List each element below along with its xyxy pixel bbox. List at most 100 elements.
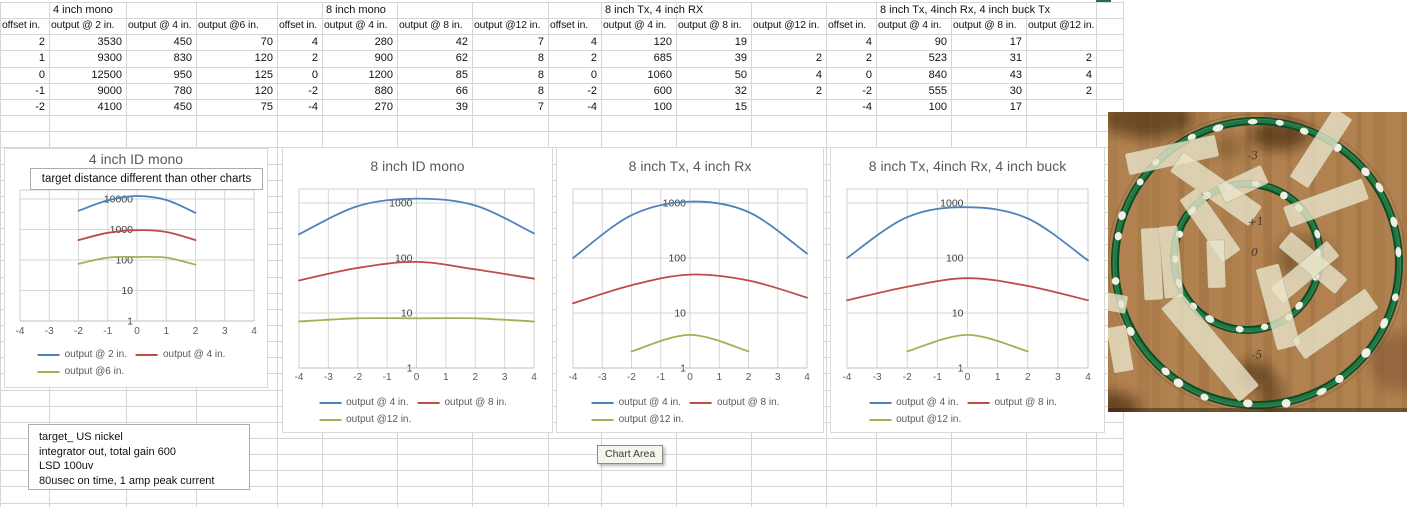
table-cell[interactable]: -4	[587, 101, 597, 113]
table-cell[interactable]: 31	[1009, 52, 1022, 64]
chart-8tx-4rx-4buck[interactable]: 8 inch Tx, 4inch Rx, 4 inch buck -4 -3 -2 -…	[830, 147, 1105, 433]
table-header-cell[interactable]: output @12 in.	[474, 20, 541, 31]
table-cell[interactable]: 4	[865, 36, 872, 48]
table-header-cell[interactable]: offset in.	[828, 20, 867, 31]
table-cell[interactable]: 1200	[368, 69, 393, 81]
table-header-cell[interactable]: offset in.	[279, 20, 318, 31]
table-cell[interactable]: 450	[173, 101, 192, 113]
table-cell[interactable]: 900	[374, 52, 393, 64]
table-cell[interactable]: 125	[254, 69, 273, 81]
table-cell[interactable]: 85	[455, 69, 468, 81]
table-cell[interactable]: -4	[308, 101, 318, 113]
table-cell[interactable]: 19	[734, 36, 747, 48]
table-cell[interactable]: 555	[928, 85, 947, 97]
table-cell[interactable]: 2	[815, 85, 822, 97]
table-header-cell[interactable]: output @ 4 in.	[128, 20, 192, 31]
table-title[interactable]: 8 inch mono	[326, 4, 386, 16]
table-cell[interactable]: 523	[928, 52, 947, 64]
table-cell[interactable]: 0	[38, 69, 45, 81]
table-cell[interactable]: 4	[815, 69, 822, 81]
table-header-cell[interactable]: output @6 in.	[198, 20, 259, 31]
table-cell[interactable]: 62	[455, 52, 468, 64]
table-cell[interactable]: 950	[173, 69, 192, 81]
table-cell[interactable]: 3530	[97, 36, 122, 48]
table-header-cell[interactable]: output @ 8 in.	[953, 20, 1017, 31]
table-cell[interactable]: 12500	[91, 69, 122, 81]
coil-photo[interactable]: -3 +1 0 -5	[1108, 112, 1407, 412]
table-cell[interactable]: -2	[35, 101, 45, 113]
test-conditions-textbox[interactable]: target_ US nickel integrator out, total …	[28, 424, 250, 490]
table-cell[interactable]: -2	[308, 85, 318, 97]
table-cell[interactable]: 120	[254, 52, 273, 64]
table-cell[interactable]: 32	[734, 85, 747, 97]
table-cell[interactable]: 30	[1009, 85, 1022, 97]
table-header-cell[interactable]: output @ 8 in.	[399, 20, 463, 31]
chart-4-inch-id-mono[interactable]: 4 inch ID mono -4-3-2-101234110100100010…	[4, 148, 268, 388]
table-cell[interactable]: 2	[38, 36, 45, 48]
table-cell[interactable]: 100	[928, 101, 947, 113]
table-cell[interactable]: 0	[865, 69, 872, 81]
table-cell[interactable]: 4	[311, 36, 318, 48]
chart-note-textbox[interactable]: target distance different than other cha…	[30, 168, 263, 190]
table-header-cell[interactable]: output @ 4 in.	[603, 20, 667, 31]
table-header-cell[interactable]: output @ 8 in.	[678, 20, 742, 31]
table-cell[interactable]: 1060	[647, 69, 672, 81]
table-cell[interactable]: 2	[1085, 85, 1092, 97]
table-header-cell[interactable]: offset in.	[550, 20, 589, 31]
table-cell[interactable]: -2	[862, 85, 872, 97]
table-cell[interactable]: 8	[537, 52, 544, 64]
table-header-cell[interactable]: output @12 in.	[753, 20, 820, 31]
table-header-cell[interactable]: output @ 2 in.	[51, 20, 115, 31]
table-cell[interactable]: 880	[374, 85, 393, 97]
table-cell[interactable]: 830	[173, 52, 192, 64]
table-cell[interactable]: 7	[537, 36, 544, 48]
table-cell[interactable]: 270	[374, 101, 393, 113]
table-cell[interactable]: 70	[260, 36, 273, 48]
table-cell[interactable]: 50	[734, 69, 747, 81]
table-cell[interactable]: 39	[734, 52, 747, 64]
table-cell[interactable]: 39	[455, 101, 468, 113]
table-cell[interactable]: 2	[311, 52, 318, 64]
table-cell[interactable]: 120	[254, 85, 273, 97]
table-cell[interactable]: 0	[590, 69, 597, 81]
table-cell[interactable]: 4100	[97, 101, 122, 113]
chart-8-inch-id-mono[interactable]: 8 inch ID mono -4-3-2-1012341101001000 o…	[282, 147, 553, 433]
table-cell[interactable]: 43	[1009, 69, 1022, 81]
table-cell[interactable]: 685	[653, 52, 672, 64]
table-cell[interactable]: -1	[35, 85, 45, 97]
table-cell[interactable]: 120	[653, 36, 672, 48]
chart-8tx-4rx[interactable]: 8 inch Tx, 4 inch Rx -4-3-2-101234110100…	[556, 147, 824, 433]
table-cell[interactable]: 100	[653, 101, 672, 113]
table-cell[interactable]: 90	[934, 36, 947, 48]
table-cell[interactable]: 0	[311, 69, 318, 81]
table-cell[interactable]: 280	[374, 36, 393, 48]
table-cell[interactable]: 2	[1085, 52, 1092, 64]
table-cell[interactable]: 17	[1009, 101, 1022, 113]
table-cell[interactable]: 17	[1009, 36, 1022, 48]
table-cell[interactable]: 42	[455, 36, 468, 48]
table-header-cell[interactable]: output @ 4 in.	[324, 20, 388, 31]
table-header-cell[interactable]: offset in.	[2, 20, 41, 31]
table-title[interactable]: 8 inch Tx, 4 inch RX	[605, 4, 704, 16]
table-cell[interactable]: 9000	[97, 85, 122, 97]
table-title[interactable]: 4 inch mono	[53, 4, 113, 16]
table-cell[interactable]: 75	[260, 101, 273, 113]
table-cell[interactable]: 780	[173, 85, 192, 97]
table-cell[interactable]: 2	[865, 52, 872, 64]
table-cell[interactable]: 600	[653, 85, 672, 97]
table-cell[interactable]: 15	[734, 101, 747, 113]
table-cell[interactable]: 8	[537, 85, 544, 97]
table-header-cell[interactable]: output @12 in.	[1028, 20, 1095, 31]
table-cell[interactable]: 2	[815, 52, 822, 64]
table-cell[interactable]: 4	[1085, 69, 1092, 81]
table-cell[interactable]: 7	[537, 101, 544, 113]
table-cell[interactable]: -4	[862, 101, 872, 113]
table-cell[interactable]: 9300	[97, 52, 122, 64]
table-cell[interactable]: 450	[173, 36, 192, 48]
table-cell[interactable]: -2	[587, 85, 597, 97]
table-cell[interactable]: 2	[590, 52, 597, 64]
table-header-cell[interactable]: output @ 4 in.	[878, 20, 942, 31]
table-cell[interactable]: 4	[590, 36, 597, 48]
table-cell[interactable]: 840	[928, 69, 947, 81]
table-cell[interactable]: 8	[537, 69, 544, 81]
